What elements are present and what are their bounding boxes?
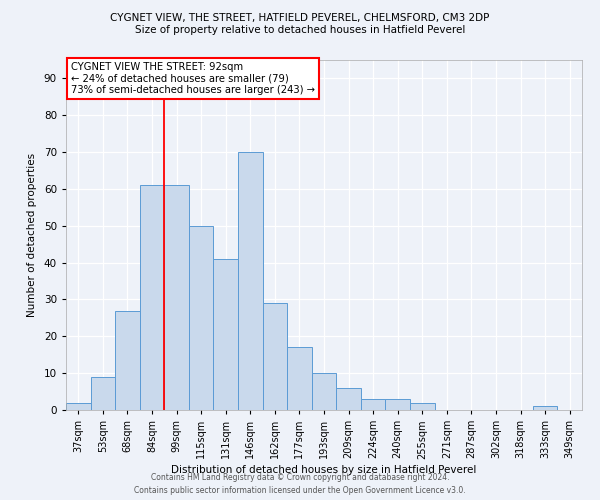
- Bar: [140, 186, 164, 410]
- Bar: [312, 373, 336, 410]
- Bar: [263, 303, 287, 410]
- Bar: [410, 402, 434, 410]
- Bar: [238, 152, 263, 410]
- Text: CYGNET VIEW, THE STREET, HATFIELD PEVEREL, CHELMSFORD, CM3 2DP: CYGNET VIEW, THE STREET, HATFIELD PEVERE…: [110, 12, 490, 22]
- Bar: [287, 348, 312, 410]
- Bar: [336, 388, 361, 410]
- Text: CYGNET VIEW THE STREET: 92sqm
← 24% of detached houses are smaller (79)
73% of s: CYGNET VIEW THE STREET: 92sqm ← 24% of d…: [71, 62, 315, 95]
- Bar: [66, 402, 91, 410]
- Bar: [115, 310, 140, 410]
- Text: Size of property relative to detached houses in Hatfield Peverel: Size of property relative to detached ho…: [135, 25, 465, 35]
- Bar: [189, 226, 214, 410]
- Text: Contains public sector information licensed under the Open Government Licence v3: Contains public sector information licen…: [134, 486, 466, 495]
- Bar: [164, 186, 189, 410]
- Y-axis label: Number of detached properties: Number of detached properties: [27, 153, 37, 317]
- Bar: [533, 406, 557, 410]
- X-axis label: Distribution of detached houses by size in Hatfield Peverel: Distribution of detached houses by size …: [172, 466, 476, 475]
- Text: Contains HM Land Registry data © Crown copyright and database right 2024.: Contains HM Land Registry data © Crown c…: [151, 472, 449, 482]
- Bar: [385, 399, 410, 410]
- Bar: [214, 259, 238, 410]
- Bar: [91, 377, 115, 410]
- Bar: [361, 399, 385, 410]
